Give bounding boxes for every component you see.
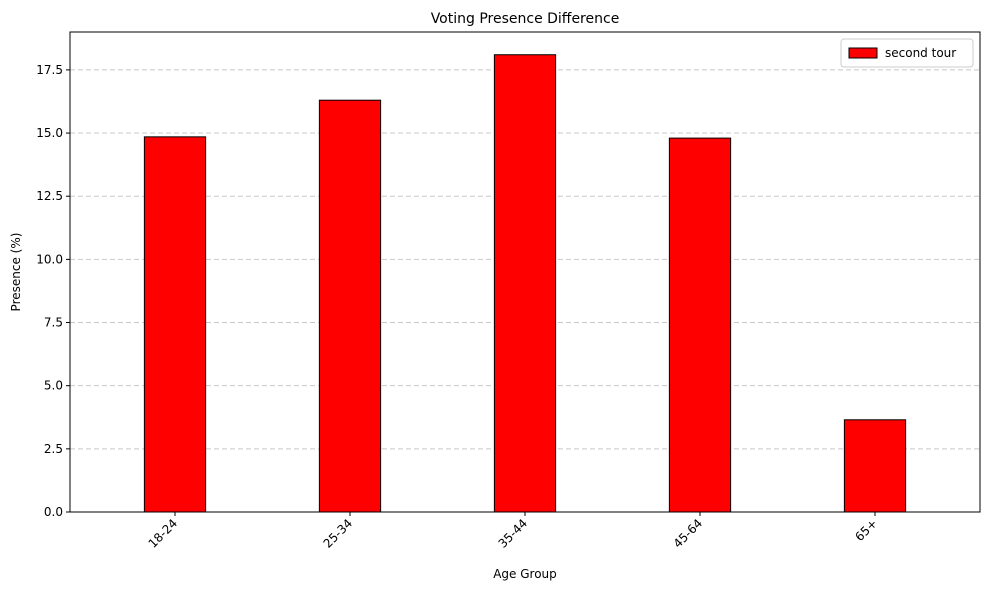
y-tick-label: 12.5 (36, 189, 63, 203)
legend-swatch (848, 47, 878, 59)
bar-45-64 (668, 137, 732, 513)
x-tick-label: 18-24 (146, 516, 181, 551)
x-tick-label: 35-44 (496, 516, 531, 551)
y-tick-label: 15.0 (36, 126, 63, 140)
y-tick-label: 17.5 (36, 63, 63, 77)
x-axis-label: Age Group (493, 567, 557, 581)
bar-35-44 (493, 54, 557, 513)
y-tick-label: 7.5 (44, 316, 63, 330)
bar-18-24 (143, 136, 207, 513)
x-tick-label: 45-64 (671, 516, 706, 551)
bar-25-34 (318, 99, 382, 513)
bar-65+ (843, 419, 907, 513)
legend-label: second tour (885, 46, 956, 60)
legend-box (840, 38, 974, 68)
x-tick-label: 25-34 (321, 516, 356, 551)
bars-layer (143, 54, 907, 513)
chart-title: Voting Presence Difference (431, 11, 620, 27)
y-tick-label: 5.0 (44, 379, 63, 393)
y-axis-label: Presence (%) (9, 233, 23, 312)
legend: second tour (840, 38, 974, 68)
y-tick-label: 0.0 (44, 505, 63, 519)
x-axis-ticks: 18-24 25-34 35-44 45-64 65+ (146, 512, 880, 551)
y-axis-ticks: 0.0 2.5 5.0 7.5 10.0 12.5 15.0 17.5 (36, 63, 70, 519)
y-tick-label: 2.5 (44, 442, 63, 456)
y-tick-label: 10.0 (36, 252, 63, 266)
x-tick-label: 65+ (852, 516, 880, 544)
